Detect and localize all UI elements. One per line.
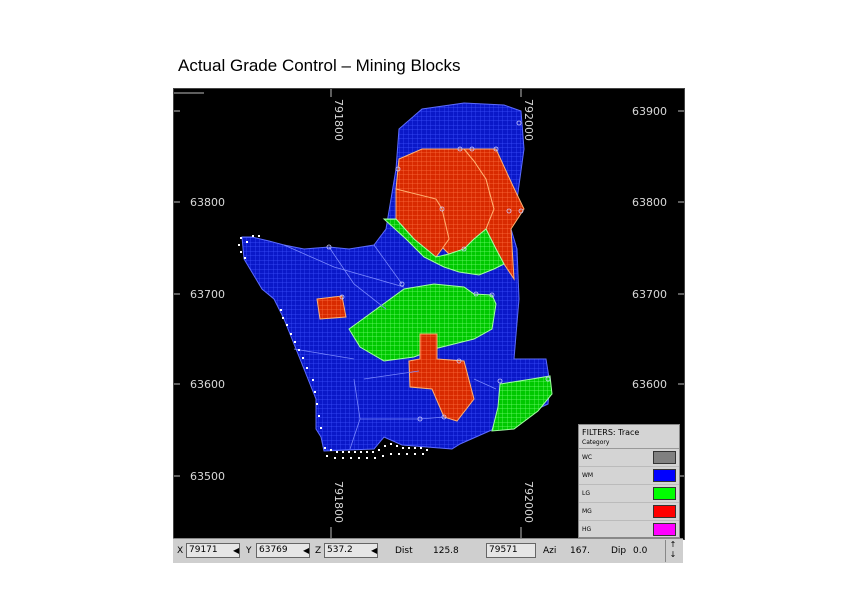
x-coordinate-field[interactable]: 79171 (186, 543, 240, 558)
drill-collars (238, 235, 428, 459)
secondary-coordinate-field[interactable]: 79571 (486, 543, 536, 558)
x-label-bottom-2: 792000 (522, 481, 535, 523)
legend-item-code: WM (582, 472, 594, 479)
dist-value: 125.8 (433, 546, 459, 556)
dip-value: 0.0 (633, 546, 648, 556)
map-canvas[interactable]: 791800 792000 791800 792000 63800 63700 … (174, 89, 684, 539)
y-label-right-63600: 63600 (632, 378, 667, 391)
legend-swatch-mg (653, 505, 676, 518)
legend-item-mg[interactable]: MG (579, 503, 679, 521)
survey-points (326, 120, 551, 422)
legend-item-wc[interactable]: WC (579, 449, 679, 467)
lg-block-southeast (491, 375, 553, 432)
y-label-right-63700: 63700 (632, 288, 667, 301)
legend-swatch-hg (653, 523, 676, 536)
y-label-right-63900: 63900 (632, 105, 667, 118)
status-scroll[interactable]: ↑ ↓ (665, 540, 680, 562)
mg-block-west (316, 295, 347, 320)
lg-block-north (382, 218, 505, 276)
x-label-top-2: 792000 (522, 99, 535, 141)
y-label-left-63600: 63600 (190, 378, 225, 391)
legend-item-wm[interactable]: WM (579, 467, 679, 485)
block-boundaries (283, 244, 497, 450)
x-label-bottom-1: 791800 (332, 481, 345, 523)
legend-swatch-wm (653, 469, 676, 482)
legend-item-lg[interactable]: LG (579, 485, 679, 503)
legend-item-code: LG (582, 490, 590, 497)
legend-category-label: Category (579, 437, 679, 449)
filter-legend: FILTERS: Trace Category WC WM LG MG HG (578, 424, 680, 538)
coordinate-status-bar: X 79171 ◀ Y 63769 ◀ Z 537.2 ◀ Dist 125.8… (173, 538, 683, 563)
x-label-top-1: 791800 (332, 99, 345, 141)
y-label-right-63800: 63800 (632, 196, 667, 209)
azi-label: Azi (543, 546, 557, 556)
y-dropdown-icon[interactable]: ◀ (303, 546, 310, 555)
legend-filter-label: FILTERS: Trace (582, 428, 640, 437)
legend-item-code: WC (582, 454, 593, 461)
legend-item-code: HG (582, 526, 592, 533)
azi-value: 167. (570, 546, 591, 556)
z-label: Z (315, 546, 322, 556)
legend-item-hg[interactable]: HG (579, 521, 679, 538)
dist-label: Dist (395, 546, 413, 556)
legend-item-code: MG (582, 508, 592, 515)
z-dropdown-icon[interactable]: ◀ (371, 546, 378, 555)
y-label-left-63500: 63500 (190, 470, 225, 483)
scroll-up-icon[interactable]: ↑ (669, 540, 677, 549)
y-label: Y (246, 546, 252, 556)
y-label-left-63800: 63800 (190, 196, 225, 209)
y-coordinate-field[interactable]: 63769 (256, 543, 310, 558)
scroll-down-icon[interactable]: ↓ (669, 550, 677, 559)
lg-block-central (348, 283, 497, 362)
page-title: Actual Grade Control – Mining Blocks (178, 56, 461, 75)
mg-block-central (408, 333, 475, 422)
legend-swatch-wc (653, 451, 676, 464)
x-dropdown-icon[interactable]: ◀ (233, 546, 240, 555)
y-label-left-63700: 63700 (190, 288, 225, 301)
dip-label: Dip (611, 546, 627, 556)
z-coordinate-field[interactable]: 537.2 (324, 543, 378, 558)
legend-swatch-lg (653, 487, 676, 500)
map-view[interactable]: 791800 792000 791800 792000 63800 63700 … (173, 88, 685, 540)
x-label: X (177, 546, 184, 556)
